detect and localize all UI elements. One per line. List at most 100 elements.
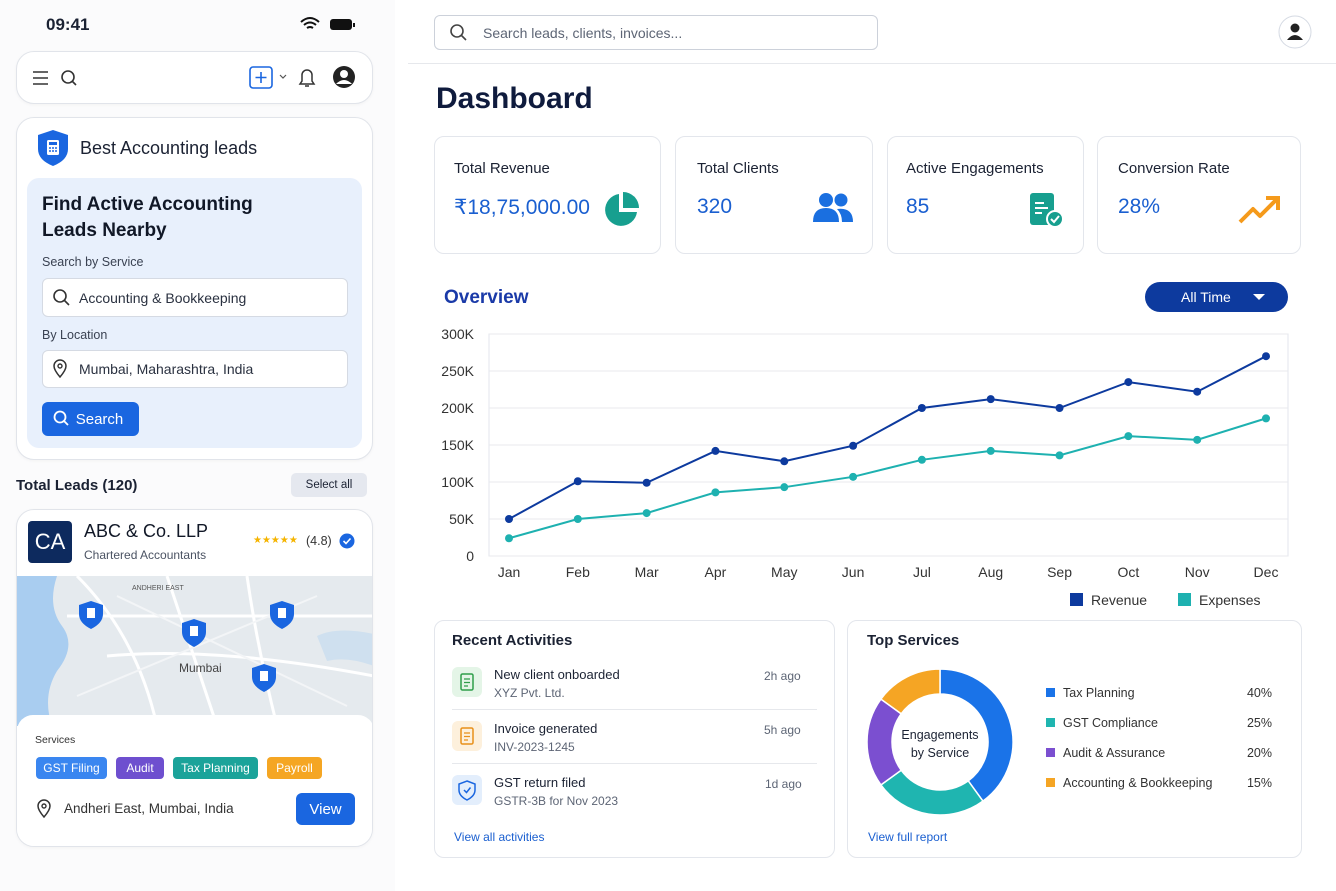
activity-icon: [452, 775, 482, 805]
activity-title: GST return filed: [494, 775, 586, 790]
y-tick-label: 250K: [441, 363, 474, 379]
y-tick-label: 100K: [441, 474, 474, 490]
legend-label: Expenses: [1199, 592, 1260, 608]
time-filter-label: All Time: [1181, 289, 1231, 305]
view-all-link[interactable]: View all activities: [454, 830, 545, 844]
map: ANDHERI EAST Mumbai: [17, 576, 372, 726]
data-point: [986, 395, 995, 404]
legend-label: Revenue: [1091, 592, 1147, 608]
select-all-label: Select all: [305, 479, 353, 491]
page-title: Dashboard: [436, 82, 593, 115]
stat-value: ₹18,75,000.00: [454, 196, 590, 219]
separator: [452, 709, 817, 710]
data-point: [1193, 435, 1202, 444]
view-report-link[interactable]: View full report: [868, 830, 948, 844]
lead-location: Andheri East, Mumbai, India: [64, 801, 234, 816]
x-tick-label: Nov: [1185, 564, 1210, 580]
x-tick-label: Feb: [566, 564, 590, 580]
x-tick-label: May: [771, 564, 797, 580]
recent-card: [434, 620, 835, 858]
x-tick-label: Mar: [635, 564, 659, 580]
data-point: [642, 478, 651, 487]
service-tag: Audit: [116, 757, 164, 779]
data-point: [573, 477, 582, 486]
x-tick-label: Sep: [1047, 564, 1072, 580]
data-point: [1124, 432, 1133, 441]
data-point: [1055, 404, 1064, 412]
data-point: [849, 472, 858, 481]
activity-icon: [452, 667, 482, 697]
activity-time: 5h ago: [764, 723, 801, 737]
global-search[interactable]: Search leads, clients, invoices...: [434, 15, 878, 50]
location-label: By Location: [42, 328, 108, 342]
search-button-icon: [53, 410, 69, 426]
series-line: [508, 355, 1267, 520]
lead-avatar: CA: [28, 521, 72, 563]
select-all-button[interactable]: Select all: [291, 473, 367, 497]
location-value: Mumbai, Maharashtra, India: [79, 361, 254, 377]
x-tick-label: Jun: [842, 564, 865, 580]
top-bar: [16, 51, 373, 104]
service-input[interactable]: Accounting & Bookkeeping: [42, 278, 348, 317]
data-point: [642, 509, 651, 518]
lead-name: ABC & Co. LLP: [84, 521, 209, 541]
activity-title: New client onboarded: [494, 667, 620, 682]
separator: [452, 763, 817, 764]
search-placeholder: Search leads, clients, invoices...: [483, 24, 683, 41]
stat-value: 28%: [1118, 195, 1161, 218]
data-point: [780, 457, 789, 466]
top-services-card: [847, 620, 1302, 858]
user-avatar[interactable]: [1278, 15, 1312, 49]
legend-swatch: [1070, 593, 1083, 606]
map-label: Mumbai: [179, 661, 222, 675]
top-services-title: Top Services: [867, 632, 960, 649]
search-button-label: Search: [75, 410, 124, 428]
services-label: Services: [35, 734, 76, 746]
y-tick-label: 200K: [441, 400, 474, 416]
data-point: [780, 483, 789, 492]
series-line: [508, 417, 1267, 540]
stat-value: 85: [906, 195, 930, 218]
brand-logo: [38, 130, 68, 166]
lead-initials: CA: [34, 529, 66, 554]
view-button-label: View: [309, 800, 342, 818]
service-value: Accounting & Bookkeeping: [79, 289, 247, 306]
lead-stars: ★★★★★: [253, 535, 298, 546]
search-title: Find Active Accounting Leads Nearby: [42, 194, 253, 241]
activity-subtitle: GSTR-3B for Nov 2023: [494, 794, 619, 808]
legend-swatch: [1178, 593, 1191, 606]
status-time: 09:41: [46, 15, 90, 34]
verified-badge: [339, 533, 355, 549]
data-point: [505, 534, 513, 543]
data-point: [1055, 451, 1064, 460]
donut-center-label: Engagements by Service: [901, 728, 979, 760]
service-label: Search by Service: [42, 255, 144, 269]
activity-subtitle: INV-2023-1245: [494, 740, 575, 754]
x-tick-label: Apr: [705, 564, 727, 580]
lead-card: ANDHERI EAST Mumbai: [16, 509, 373, 847]
search-button[interactable]: Search: [42, 402, 139, 436]
divider: [408, 63, 1336, 64]
stat-label: Total Clients: [697, 160, 779, 177]
clients-icon: [813, 193, 853, 222]
time-filter[interactable]: All Time: [1145, 282, 1288, 312]
dropdown-caret: [1253, 294, 1265, 300]
view-button[interactable]: View: [296, 793, 355, 825]
growth-icon: [1238, 196, 1280, 224]
brand-name: Best Accounting leads: [80, 138, 258, 158]
location-input[interactable]: Mumbai, Maharashtra, India: [42, 350, 348, 388]
activity-subtitle: XYZ Pvt. Ltd.: [494, 686, 565, 700]
data-point: [917, 404, 926, 412]
stat-label: Total Revenue: [454, 160, 550, 177]
stat-value: 320: [697, 195, 733, 218]
data-point: [1262, 414, 1270, 423]
activity-icon: [452, 721, 482, 751]
lead-rating: (4.8): [306, 534, 332, 548]
service-tag: Payroll: [267, 757, 322, 779]
data-point: [849, 441, 858, 450]
data-point: [711, 488, 720, 497]
recent-title: Recent Activities: [452, 632, 573, 649]
service-tag: GST Filing: [36, 757, 107, 779]
engagement-icon: [1030, 193, 1064, 228]
